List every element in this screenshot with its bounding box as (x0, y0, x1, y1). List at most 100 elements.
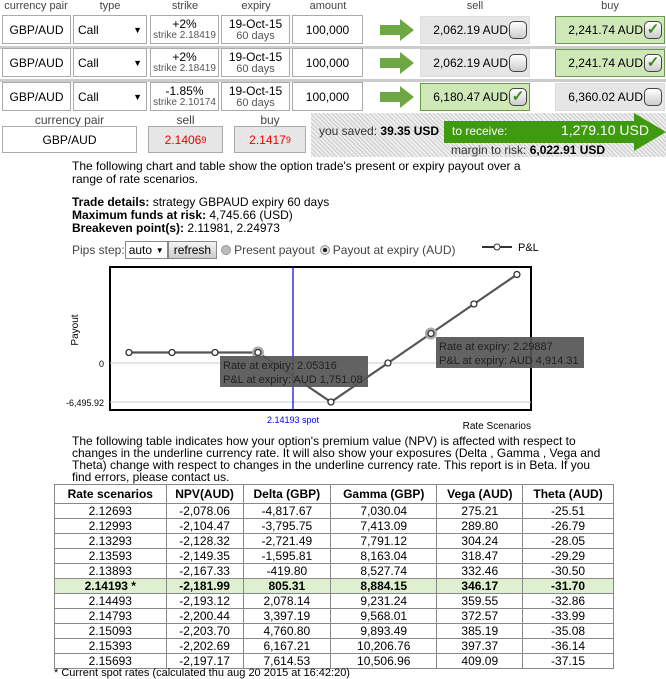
table-cell: 6,167.21 (242, 638, 332, 654)
data-point[interactable] (211, 348, 219, 357)
checkbox-icon[interactable] (644, 88, 662, 106)
leg-strike-field[interactable]: +2% strike 2.18419 (150, 48, 219, 77)
data-point[interactable] (327, 398, 335, 406)
leg-pair-field[interactable]: GBP/AUD (2, 82, 71, 111)
leg-type-select[interactable]: Call ▼ (73, 82, 147, 111)
leg-buy-price[interactable]: 2,241.74 AUD ✓ (555, 49, 665, 77)
leg-expiry-field[interactable]: 19-Oct-15 60 days (221, 15, 290, 44)
leg-pair-field[interactable]: GBP/AUD (2, 48, 71, 77)
column-header: Gamma (GBP) (330, 484, 438, 504)
refresh-button[interactable]: refresh (167, 241, 218, 259)
data-point[interactable] (384, 359, 392, 367)
receive-arrow[interactable] (444, 113, 666, 151)
table-row: 2.12993 -2,104.47 -3,795.75 7,413.09 289.80-… (54, 518, 614, 534)
leg-strike-field[interactable]: +2% strike 2.18419 (150, 15, 219, 44)
data-point[interactable] (427, 329, 435, 338)
table-cell: 10,206.76 (330, 638, 438, 654)
expiry-days: 60 days (236, 96, 275, 109)
table-cell: -2,128.32 (165, 533, 244, 549)
expiry-days: 60 days (236, 29, 275, 42)
table-cell: -2,149.35 (165, 548, 244, 564)
table-cell: 2.15693 (54, 653, 167, 669)
checkbox-icon[interactable] (509, 54, 527, 72)
checkbox-checked-icon[interactable]: ✓ (509, 88, 527, 106)
leg-expiry-field[interactable]: 19-Oct-15 60 days (221, 82, 290, 111)
expiry-payout-radio[interactable] (319, 245, 330, 255)
table-row: 2.15093 -2,203.70 4,760.80 9,893.49 385.19 -3… (54, 623, 614, 639)
leg-buy-price[interactable]: 6,360.02 AUD (555, 83, 665, 111)
header-expiry: expiry (241, 0, 271, 12)
breakeven-value: 2.11981, 2.24973 (187, 221, 280, 235)
leg-strike-field[interactable]: -1.85% strike 2.10174 (150, 82, 219, 111)
table-cell: 9,568.01 (330, 608, 438, 624)
present-payout-radio[interactable] (221, 245, 232, 255)
checkbox-checked-icon[interactable]: ✓ (644, 54, 662, 72)
quote-pair-field[interactable]: GBP/AUD (2, 126, 137, 153)
table-cell: -28.05 (522, 533, 614, 549)
present-payout-label: Present payout (234, 243, 315, 257)
pips-step-select[interactable]: auto ▼ (124, 241, 168, 259)
leg-amount-field[interactable]: 100,000 (292, 48, 363, 77)
table-cell: 7,030.04 (330, 503, 438, 519)
table-cell: 332.46 (436, 563, 524, 579)
table-cell: -33.99 (522, 608, 614, 624)
table-intro-text: The following table indicates how your o… (72, 434, 601, 484)
table-cell: 2.14793 (54, 608, 167, 624)
table-cell: -2,197.17 (165, 653, 244, 669)
table-cell: -1,595.81 (242, 548, 332, 564)
table-row: 2.13293 -2,128.32 -2,721.49 7,791.12 304.24-… (54, 533, 614, 549)
leg-type-select[interactable]: Call ▼ (73, 48, 147, 77)
table-cell: -2,721.49 (242, 533, 332, 549)
checkbox-icon[interactable] (509, 21, 527, 39)
leg-type-select[interactable]: Call ▼ (73, 15, 147, 44)
data-point[interactable] (470, 300, 478, 308)
table-cell: 9,231.24 (330, 593, 438, 609)
leg-buy-price[interactable]: 2,241.74 AUD ✓ (555, 16, 665, 44)
table-cell: -419.80 (242, 563, 332, 579)
greeks-table: Rate scenarios NPV(AUD) Delta (GBP) Gamma (… (54, 484, 614, 669)
sell-price-value: 6,180.47 AUD (433, 90, 508, 104)
header-amount: amount (309, 0, 347, 12)
arrow-right-icon (380, 52, 414, 74)
leg-sell-price[interactable]: 2,062.19 AUD (420, 16, 530, 44)
table-row: 2.14793 -2,200.44 3,397.19 9,568.01 372.57 -3… (54, 608, 614, 624)
breakeven-label: Breakeven point(s): (72, 221, 185, 235)
data-point[interactable] (125, 348, 133, 357)
x-axis-label: Rate Scenarios (463, 421, 531, 432)
table-cell: -3,795.75 (242, 518, 332, 534)
header-type: type (99, 0, 121, 12)
arrow-right-icon (380, 19, 414, 41)
pips-step-label: Pips step: (72, 243, 125, 257)
data-point[interactable] (254, 348, 262, 357)
buy-rate-main: 2.1417 (249, 132, 286, 147)
chevron-down-icon: ▼ (133, 57, 142, 68)
table-row: 2.13893 -2,167.33 -419.80 8,527.74 332.46 -30… (54, 563, 614, 579)
strike-value: strike 2.18419 (153, 62, 216, 74)
leg-amount-field[interactable]: 100,000 (292, 15, 363, 44)
summary-panel: you saved: 39.35 USD to receive: 1,279.1… (311, 113, 666, 157)
receive-label: to receive: (452, 124, 508, 138)
table-cell: 2.14493 (54, 593, 167, 609)
tooltip-rate: Rate at expiry: 2.29887 (439, 341, 553, 353)
payout-chart: 0 -6,495.92 Payout Rate Scenarios 2.14193 sp… (66, 242, 584, 432)
leg-sell-price[interactable]: 6,180.47 AUD ✓ (420, 83, 530, 111)
table-cell: 8,163.04 (330, 548, 438, 564)
column-header: NPV(AUD) (165, 484, 244, 504)
leg-type-value: Call (78, 55, 99, 70)
data-point[interactable] (168, 348, 176, 357)
leg-sell-price[interactable]: 2,062.19 AUD (420, 49, 530, 77)
trade-details-label: Trade details: (72, 195, 150, 209)
leg-amount-field[interactable]: 100,000 (292, 82, 363, 111)
chevron-down-icon: ▼ (155, 245, 164, 255)
buy-price-value: 2,241.74 AUD (568, 56, 643, 70)
leg-pair-field[interactable]: GBP/AUD (2, 15, 71, 44)
tooltip (436, 337, 584, 368)
table-cell: 8,527.74 (330, 563, 438, 579)
data-point[interactable] (513, 270, 521, 279)
checkbox-checked-icon[interactable]: ✓ (644, 21, 662, 39)
spot-row: 2.14193 * -2,181.99 805.31 8,884.15 346.17 -3… (54, 578, 614, 594)
leg-expiry-field[interactable]: 19-Oct-15 60 days (221, 48, 290, 77)
table-cell: -2,078.06 (165, 503, 244, 519)
quote-sell-label: sell (176, 113, 195, 127)
legend-marker (493, 243, 501, 251)
